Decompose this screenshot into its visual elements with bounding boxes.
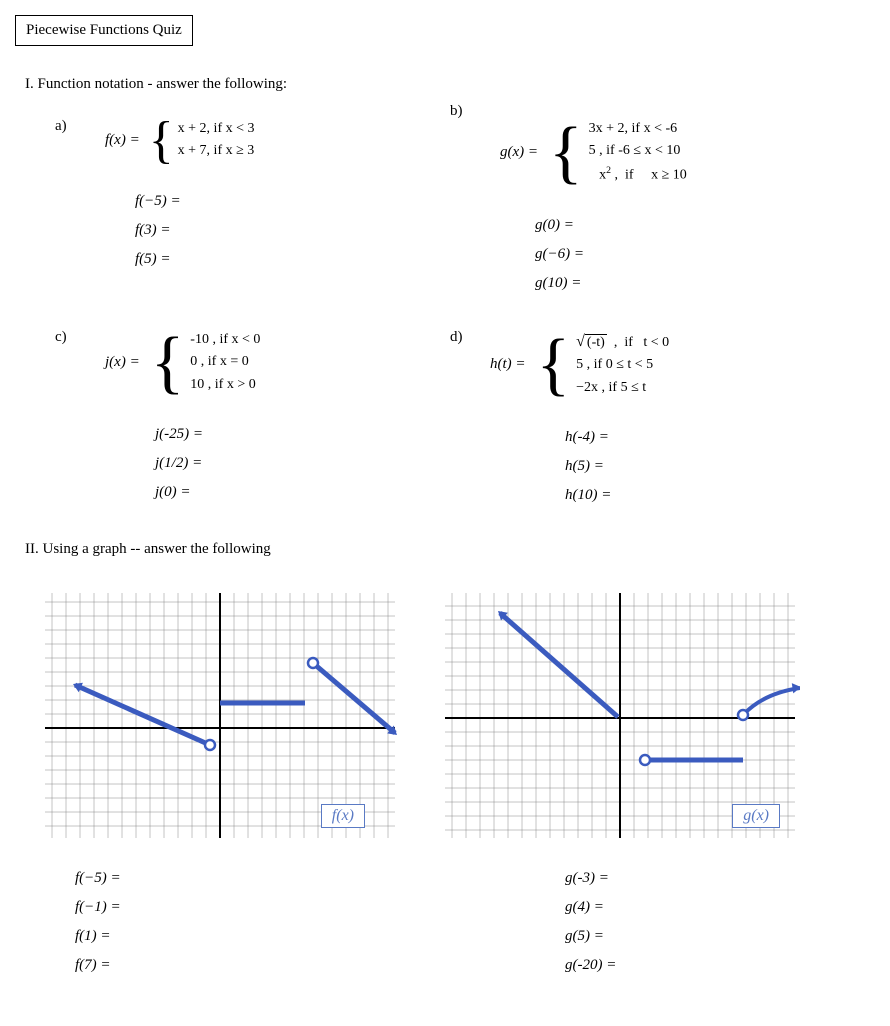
letter-a: a) — [55, 118, 67, 135]
graph-g-container: g(x) — [445, 593, 800, 848]
evals-b: g(0) = g(−6) = g(10) = — [535, 217, 875, 292]
problem-c: c) j(x) = { -10 , if x < 0 0 , if x = 0 … — [15, 329, 445, 516]
graph-col-g: g(x) g(-3) = g(4) = g(5) = g(-20) = — [445, 583, 875, 986]
eval-g-1: g(4) = — [565, 899, 875, 916]
case-d-1: 5 , if 0 ≤ t < 5 — [576, 354, 669, 376]
cases-a: x + 2, if x < 3 x + 7, if x ≥ 3 — [178, 118, 255, 163]
eval-f-1: f(−1) = — [75, 899, 445, 916]
letter-d: d) — [450, 329, 463, 346]
evals-g: g(-3) = g(4) = g(5) = g(-20) = — [565, 870, 875, 974]
eval-f-3: f(7) = — [75, 957, 445, 974]
graph-f-container: f(x) — [45, 593, 400, 848]
cases-d: √(-t) , if t < 0 5 , if 0 ≤ t < 5 −2x , … — [576, 329, 669, 399]
eval-a-2: f(5) = — [135, 251, 445, 268]
eval-c-2: j(0) = — [155, 484, 445, 501]
cases-b: 3x + 2, if x < -6 5 , if -6 ≤ x < 10 x2 … — [589, 118, 687, 187]
case-b-1: 5 , if -6 ≤ x < 10 — [589, 140, 687, 162]
case-d-2: −2x , if 5 ≤ t — [576, 377, 669, 399]
eval-g-2: g(5) = — [565, 928, 875, 945]
evals-f: f(−5) = f(−1) = f(1) = f(7) = — [75, 870, 445, 974]
fname-d: h(t) = — [490, 356, 526, 373]
eval-g-0: g(-3) = — [565, 870, 875, 887]
eval-d-1: h(5) = — [565, 458, 875, 475]
func-def-b: g(x) = { 3x + 2, if x < -6 5 , if -6 ≤ x… — [500, 118, 875, 187]
eval-f-2: f(1) = — [75, 928, 445, 945]
case-c-0: -10 , if x < 0 — [190, 329, 260, 351]
letter-c: c) — [55, 329, 67, 346]
fname-a: f(x) = — [105, 132, 140, 149]
fname-c: j(x) = — [105, 354, 140, 371]
func-def-a: f(x) = { x + 2, if x < 3 x + 7, if x ≥ 3 — [105, 118, 445, 163]
fname-b: g(x) = — [500, 144, 538, 161]
eval-b-1: g(−6) = — [535, 246, 875, 263]
eval-b-0: g(0) = — [535, 217, 875, 234]
brace-c: { — [151, 338, 185, 387]
brace-d: { — [537, 340, 571, 389]
eval-g-3: g(-20) = — [565, 957, 875, 974]
label-f: f(x) — [321, 804, 365, 828]
evals-c: j(-25) = j(1/2) = j(0) = — [155, 426, 445, 501]
section-2-heading: II. Using a graph -- answer the followin… — [25, 541, 875, 558]
evals-d: h(-4) = h(5) = h(10) = — [565, 429, 875, 504]
case-c-2: 10 , if x > 0 — [190, 374, 260, 396]
case-b-2: x2 , if x ≥ 10 — [589, 163, 687, 187]
case-c-1: 0 , if x = 0 — [190, 351, 260, 373]
label-g: g(x) — [732, 804, 780, 828]
row-1: a) f(x) = { x + 2, if x < 3 x + 7, if x … — [15, 118, 875, 304]
brace-a: { — [149, 120, 174, 162]
graph-col-f: f(x) f(−5) = f(−1) = f(1) = f(7) = — [15, 583, 445, 986]
eval-d-0: h(-4) = — [565, 429, 875, 446]
quiz-title: Piecewise Functions Quiz — [15, 15, 193, 46]
case-b-0: 3x + 2, if x < -6 — [589, 118, 687, 140]
eval-a-0: f(−5) = — [135, 193, 445, 210]
evals-a: f(−5) = f(3) = f(5) = — [135, 193, 445, 268]
eval-b-2: g(10) = — [535, 275, 875, 292]
brace-b: { — [549, 128, 583, 177]
problem-b: b) g(x) = { 3x + 2, if x < -6 5 , if -6 … — [445, 118, 875, 304]
case-a-1: x + 7, if x ≥ 3 — [178, 140, 255, 162]
problem-a: a) f(x) = { x + 2, if x < 3 x + 7, if x … — [15, 118, 445, 304]
func-def-c: j(x) = { -10 , if x < 0 0 , if x = 0 10 … — [105, 329, 445, 396]
eval-f-0: f(−5) = — [75, 870, 445, 887]
eval-a-1: f(3) = — [135, 222, 445, 239]
row-2: c) j(x) = { -10 , if x < 0 0 , if x = 0 … — [15, 329, 875, 516]
section-1-heading: I. Function notation - answer the follow… — [25, 76, 875, 93]
case-d-0: √(-t) , if t < 0 — [576, 329, 669, 355]
eval-c-0: j(-25) = — [155, 426, 445, 443]
cases-c: -10 , if x < 0 0 , if x = 0 10 , if x > … — [190, 329, 260, 396]
eval-c-1: j(1/2) = — [155, 455, 445, 472]
func-def-d: h(t) = { √(-t) , if t < 0 5 , if 0 ≤ t <… — [490, 329, 875, 399]
eval-d-2: h(10) = — [565, 487, 875, 504]
problem-d: d) h(t) = { √(-t) , if t < 0 5 , if 0 ≤ … — [445, 329, 875, 516]
graph-row: f(x) f(−5) = f(−1) = f(1) = f(7) = g(x) … — [15, 583, 875, 986]
letter-b: b) — [450, 103, 463, 120]
case-a-0: x + 2, if x < 3 — [178, 118, 255, 140]
